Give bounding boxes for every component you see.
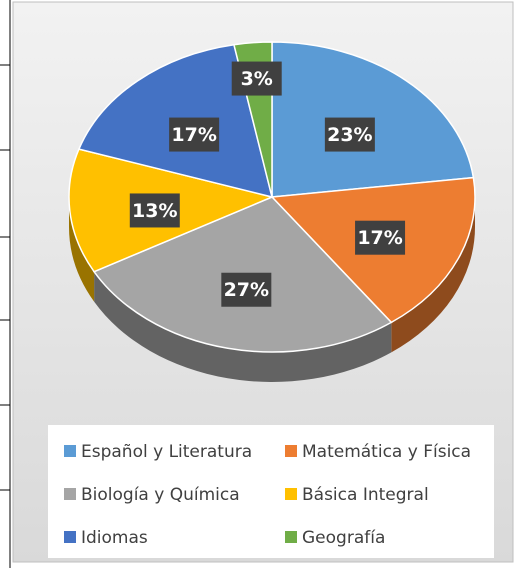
- data-label: 17%: [169, 117, 220, 152]
- data-label-box: [355, 220, 406, 255]
- legend-label: Matemática y Física: [302, 442, 471, 462]
- data-label-box: [324, 117, 375, 152]
- legend-swatch: [285, 531, 297, 543]
- data-label-text: 3%: [241, 68, 273, 90]
- legend-swatch: [285, 488, 297, 500]
- data-label-text: 13%: [132, 200, 177, 222]
- data-label: 23%: [324, 117, 375, 152]
- data-label: 3%: [231, 61, 282, 96]
- data-label: 17%: [355, 220, 406, 255]
- data-label-text: 17%: [357, 227, 402, 249]
- data-label-box: [231, 61, 282, 96]
- data-labels: 23% 17% 27% 13% 17% 3%: [129, 61, 406, 307]
- table-border: [0, 0, 11, 568]
- legend-label: Biología y Química: [81, 485, 240, 505]
- data-label-box: [169, 117, 220, 152]
- data-label-text: 27%: [224, 279, 269, 301]
- slice-side: [391, 197, 475, 353]
- legend: Español y Literatura Matemática y Física B…: [64, 442, 471, 548]
- legend-label: Básica Integral: [302, 485, 429, 505]
- slice-side: [94, 271, 392, 382]
- legend-swatch: [285, 445, 297, 457]
- legend-swatch: [64, 445, 76, 457]
- legend-swatch: [64, 531, 76, 543]
- data-label: 27%: [221, 272, 272, 307]
- legend-label: Idiomas: [81, 528, 148, 548]
- data-label-box: [129, 193, 180, 228]
- data-label: 13%: [129, 193, 180, 228]
- data-label-box: [221, 272, 272, 307]
- legend-label: Español y Literatura: [81, 442, 252, 462]
- legend-label: Geografía: [302, 528, 385, 548]
- data-label-text: 17%: [171, 124, 216, 146]
- slice-side: [69, 197, 95, 302]
- data-label-text: 23%: [327, 124, 372, 146]
- legend-box: [48, 425, 494, 558]
- legend-swatch: [64, 488, 76, 500]
